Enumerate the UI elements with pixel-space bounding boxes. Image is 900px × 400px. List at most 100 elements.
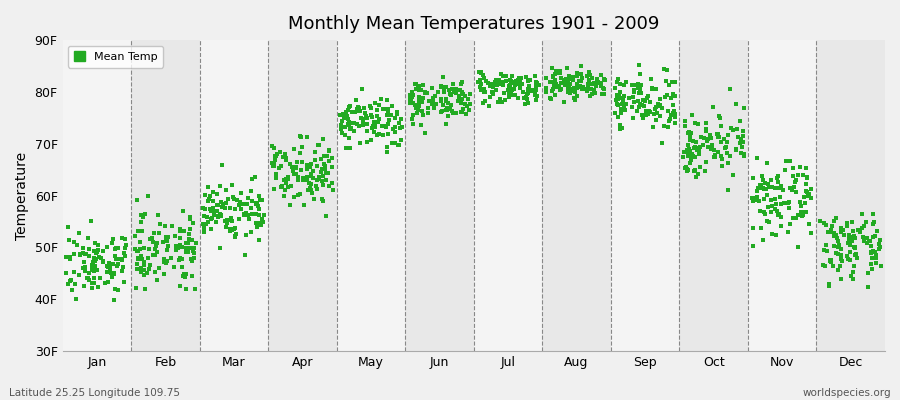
Point bbox=[471, 79, 485, 85]
Point bbox=[289, 164, 303, 170]
Point bbox=[759, 186, 773, 192]
Bar bbox=[543, 40, 611, 351]
Point bbox=[375, 122, 390, 129]
Point bbox=[797, 200, 812, 206]
Point bbox=[454, 109, 468, 116]
Point bbox=[773, 183, 788, 190]
Point bbox=[111, 245, 125, 252]
Point bbox=[652, 102, 667, 108]
Point bbox=[176, 273, 191, 280]
Point bbox=[496, 79, 510, 85]
Point bbox=[405, 116, 419, 122]
Point bbox=[690, 145, 705, 151]
Point bbox=[138, 211, 152, 217]
Point bbox=[165, 223, 179, 230]
Point bbox=[140, 255, 155, 261]
Point bbox=[86, 262, 100, 268]
Point bbox=[404, 98, 419, 104]
Point bbox=[160, 238, 175, 245]
Point bbox=[103, 263, 117, 269]
Point bbox=[744, 195, 759, 202]
Point bbox=[440, 107, 454, 113]
Point bbox=[383, 112, 398, 118]
Point bbox=[687, 144, 701, 151]
Point bbox=[63, 254, 77, 260]
Point bbox=[706, 147, 721, 154]
Point bbox=[688, 153, 702, 160]
Point bbox=[683, 153, 698, 160]
Point bbox=[130, 266, 145, 272]
Point bbox=[256, 218, 270, 225]
Point bbox=[392, 125, 407, 132]
Point bbox=[167, 264, 182, 271]
Point bbox=[684, 130, 698, 136]
Point bbox=[439, 96, 454, 102]
Point bbox=[334, 122, 348, 128]
Point bbox=[391, 142, 405, 148]
Point bbox=[90, 249, 104, 255]
Point bbox=[393, 137, 408, 143]
Point bbox=[770, 175, 784, 181]
Point bbox=[252, 193, 266, 200]
Point bbox=[564, 76, 579, 82]
Point bbox=[831, 244, 845, 250]
Point bbox=[370, 132, 384, 138]
Point bbox=[561, 80, 575, 86]
Point bbox=[733, 140, 747, 146]
Point bbox=[445, 86, 459, 92]
Point bbox=[554, 85, 569, 92]
Point bbox=[629, 82, 643, 88]
Point bbox=[827, 232, 842, 239]
Point bbox=[86, 259, 100, 265]
Point bbox=[543, 79, 557, 86]
Point bbox=[85, 280, 99, 286]
Point bbox=[311, 174, 326, 181]
Point bbox=[185, 220, 200, 226]
Point bbox=[505, 73, 519, 79]
Point bbox=[475, 72, 490, 78]
Point bbox=[863, 250, 878, 256]
Point bbox=[107, 297, 122, 304]
Point bbox=[801, 190, 815, 197]
Point bbox=[265, 143, 279, 150]
Point bbox=[652, 103, 667, 110]
Point bbox=[276, 177, 291, 183]
Point bbox=[148, 243, 163, 249]
Point bbox=[406, 92, 420, 98]
Point bbox=[770, 207, 785, 214]
Point bbox=[786, 165, 800, 172]
Point bbox=[352, 105, 366, 112]
Point bbox=[472, 69, 487, 75]
Point bbox=[161, 243, 176, 249]
Point bbox=[179, 244, 194, 251]
Point bbox=[685, 111, 699, 118]
Point bbox=[285, 168, 300, 174]
Point bbox=[714, 122, 728, 129]
Point bbox=[239, 201, 254, 207]
Point bbox=[225, 218, 239, 224]
Point bbox=[848, 244, 862, 250]
Point bbox=[843, 272, 858, 279]
Point bbox=[346, 128, 361, 134]
Point bbox=[664, 95, 679, 101]
Point bbox=[137, 262, 151, 268]
Point bbox=[649, 104, 663, 110]
Point bbox=[641, 111, 655, 117]
Point bbox=[346, 120, 360, 126]
Point bbox=[463, 101, 477, 108]
Point bbox=[426, 98, 440, 104]
Point bbox=[461, 96, 475, 102]
Point bbox=[197, 212, 211, 219]
Point bbox=[824, 259, 838, 265]
Point bbox=[185, 237, 200, 243]
Point bbox=[763, 184, 778, 191]
Point bbox=[568, 88, 582, 95]
Point bbox=[356, 121, 370, 128]
Point bbox=[477, 86, 491, 92]
Point bbox=[690, 121, 705, 127]
Point bbox=[460, 103, 474, 109]
Point bbox=[491, 77, 506, 83]
Point bbox=[393, 116, 408, 122]
Point bbox=[114, 234, 129, 241]
Point bbox=[751, 185, 765, 192]
